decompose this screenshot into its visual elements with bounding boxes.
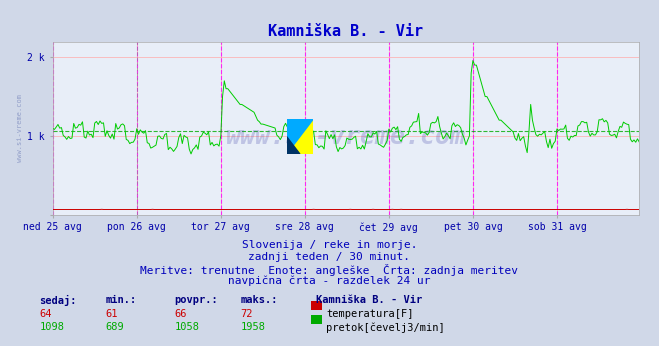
Text: temperatura[F]: temperatura[F] <box>326 309 414 319</box>
Text: pretok[čevelj3/min]: pretok[čevelj3/min] <box>326 322 445 333</box>
Text: 64: 64 <box>40 309 52 319</box>
Text: 1058: 1058 <box>175 322 200 333</box>
Text: Slovenija / reke in morje.: Slovenija / reke in morje. <box>242 240 417 251</box>
Text: 1958: 1958 <box>241 322 266 333</box>
Text: navpična črta - razdelek 24 ur: navpična črta - razdelek 24 ur <box>228 276 431 286</box>
Text: Kamniška B. - Vir: Kamniška B. - Vir <box>316 295 422 305</box>
Text: povpr.:: povpr.: <box>175 295 218 305</box>
Polygon shape <box>287 119 313 154</box>
Text: www.si-vreme.com: www.si-vreme.com <box>17 94 24 162</box>
Text: Meritve: trenutne  Enote: angleške  Črta: zadnja meritev: Meritve: trenutne Enote: angleške Črta: … <box>140 264 519 276</box>
Text: 66: 66 <box>175 309 187 319</box>
Text: min.:: min.: <box>105 295 136 305</box>
Text: zadnji teden / 30 minut.: zadnji teden / 30 minut. <box>248 252 411 262</box>
Text: 61: 61 <box>105 309 118 319</box>
Text: www.si-vreme.com: www.si-vreme.com <box>226 125 466 149</box>
Polygon shape <box>287 119 313 154</box>
Title: Kamniška B. - Vir: Kamniška B. - Vir <box>268 24 424 39</box>
Text: 1098: 1098 <box>40 322 65 333</box>
Text: 689: 689 <box>105 322 124 333</box>
Polygon shape <box>287 137 300 154</box>
Text: maks.:: maks.: <box>241 295 278 305</box>
Text: 72: 72 <box>241 309 253 319</box>
Text: sedaj:: sedaj: <box>40 295 77 306</box>
